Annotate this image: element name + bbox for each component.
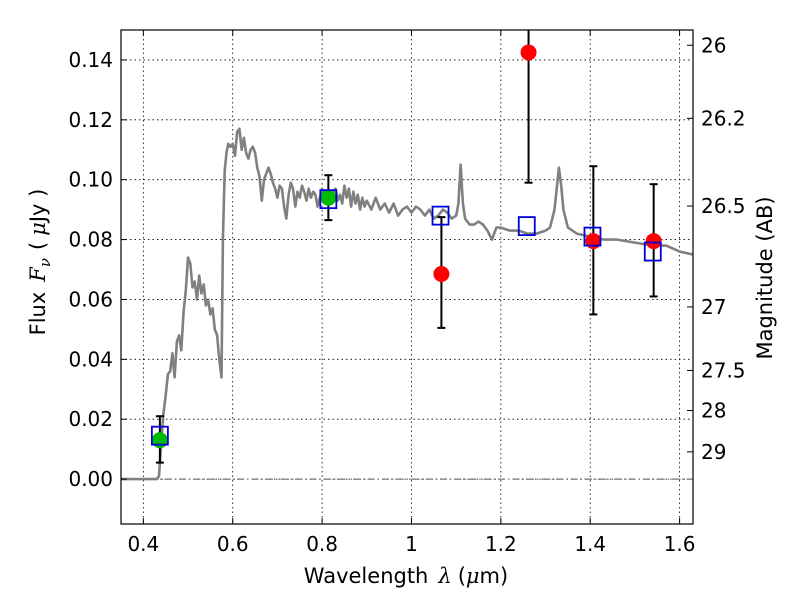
y-tick-label: 0.08: [68, 228, 113, 252]
data-point-square: [150, 425, 169, 446]
x-tick-label: 1.6: [664, 532, 696, 556]
y-tick-label: 0.06: [68, 287, 113, 311]
data-point-square: [431, 205, 450, 226]
x-tick-label: 0.8: [306, 532, 338, 556]
y2-tick-label: 29: [701, 440, 726, 464]
data-point-square: [643, 241, 662, 262]
data-point-circle: [433, 266, 450, 283]
x-tick-label: 1.4: [574, 532, 606, 556]
x-tick-label: 1: [405, 532, 418, 556]
x-tick-label: 0.4: [127, 532, 159, 556]
data-point-square: [517, 216, 536, 237]
y-axis-title: FluxFν(μJy ): [26, 189, 54, 336]
model-spectrum-layer: [121, 127, 694, 481]
data-point-circle: [645, 233, 662, 250]
model-spectrum-line: [121, 127, 694, 481]
y2-axis-title: Magnitude (AB): [753, 196, 777, 359]
error-bars: [155, 30, 658, 464]
x-tick-label: 0.6: [217, 532, 249, 556]
data-point-circle: [320, 189, 337, 206]
data-markers: [150, 44, 662, 449]
y-tick-labels: 0.00 0.02 0.04 0.06 0.08 0.10 0.12 0.14: [68, 48, 113, 491]
x-tick-label: 1.2: [485, 532, 517, 556]
x-tick-labels: 0.4 0.6 0.8 1 1.2 1.4 1.6: [127, 532, 695, 556]
axis-ticks: [121, 30, 693, 524]
y2-tick-label: 28: [701, 399, 726, 423]
y-tick-label: 0.00: [68, 467, 113, 491]
y2-tick-label: 26.2: [701, 106, 746, 130]
data-point-circle: [520, 44, 537, 61]
y2-tick-label: 27: [701, 295, 726, 319]
data-point-square: [319, 189, 338, 210]
y2-tick-label: 26.5: [701, 194, 746, 218]
y-tick-label: 0.10: [68, 168, 113, 192]
y-tick-label: 0.12: [68, 108, 113, 132]
y-tick-label: 0.04: [68, 347, 113, 371]
y-tick-label: 0.02: [68, 407, 113, 431]
y2-tick-label: 26: [701, 33, 726, 57]
y2-tick-label: 27.5: [701, 358, 746, 382]
x-axis-title: Wavelength λ (μm): [304, 564, 508, 588]
data-point-square: [583, 226, 602, 247]
plot-frame: [120, 29, 694, 525]
grid-lines: [121, 30, 693, 524]
y-tick-label: 0.14: [68, 48, 113, 72]
y2-tick-labels: 26 26.2 26.5 27 27.5 28 29: [701, 33, 746, 464]
